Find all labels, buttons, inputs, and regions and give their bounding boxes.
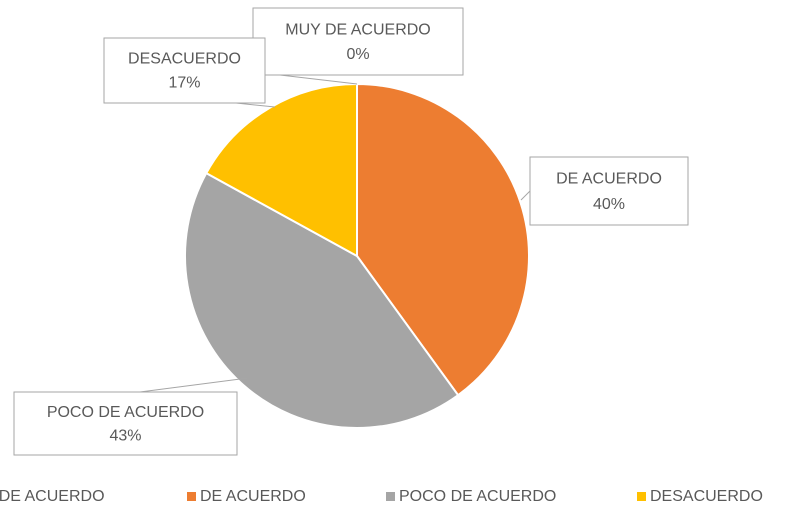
legend-marker <box>187 492 196 501</box>
data-label-value: 43% <box>109 427 141 444</box>
legend-label: POCO DE ACUERDO <box>399 488 556 505</box>
pie-slice <box>356 82 530 397</box>
leader-line <box>520 190 531 201</box>
leader-line <box>139 377 249 393</box>
pie-slice <box>204 82 358 258</box>
data-label-category: POCO DE ACUERDO <box>47 404 204 421</box>
data-label-box <box>252 7 464 76</box>
legend-marker <box>386 492 395 501</box>
data-label-value: 17% <box>168 75 200 92</box>
data-label-box <box>103 37 266 104</box>
data-label-box <box>529 156 689 226</box>
leader-line <box>235 102 276 108</box>
data-label-value: 40% <box>593 196 625 213</box>
legend-marker <box>637 492 646 501</box>
leader-line <box>279 74 358 85</box>
legend-label: DE ACUERDO <box>200 488 306 505</box>
data-label-value: 0% <box>346 46 369 63</box>
data-label-category: MUY DE ACUERDO <box>285 21 431 38</box>
data-label-box <box>13 391 238 456</box>
data-label-category: DESACUERDO <box>128 51 241 68</box>
pie-slice <box>183 171 460 430</box>
legend-label: MUY DE ACUERDO <box>0 488 105 505</box>
data-label-category: DE ACUERDO <box>556 171 662 188</box>
legend-label: DESACUERDO <box>650 488 763 505</box>
